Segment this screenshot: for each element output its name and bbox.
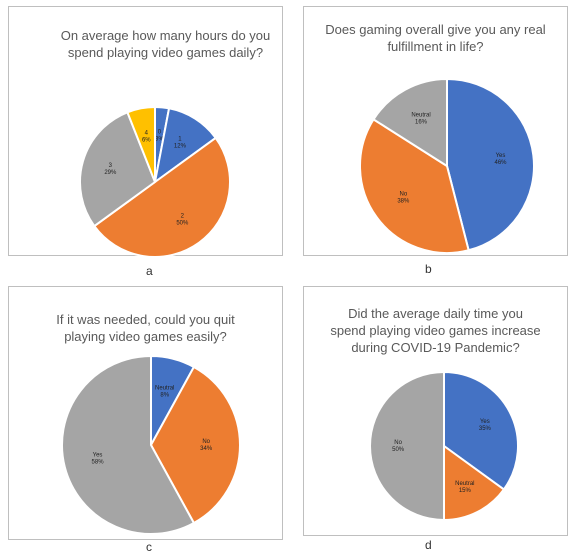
slice-label: Yes 46% [495,153,508,166]
slice-label: Neutral 16% [411,113,430,126]
panel-caption-d: d [425,538,432,552]
pie-slice-neutral [443,444,506,522]
pie-slice-no [359,118,470,254]
chart-title: Did the average daily time you spend pla… [330,306,541,355]
slice-label: Yes 58% [92,453,105,466]
slice-label: No 38% [397,192,410,205]
pie-slice-yes [61,354,196,535]
chart-panel-d: Did the average daily time you spend pla… [303,286,568,536]
panel-caption-b: b [425,262,432,276]
panel-caption-a: a [146,264,153,278]
pie-chart: Yes 35% Neutral 15% No 50% [369,370,519,522]
pie-slice-no [369,370,445,522]
slice-label: 1 12% [174,137,187,150]
pie-slice-2 [92,136,231,257]
slice-label: 2 50% [176,214,189,227]
slice-label: 3 29% [104,163,117,176]
pie-slice-3 [79,110,157,228]
slice-label: 0 3% [155,130,164,143]
chart-panel-a: On average how many hours do you spend p… [8,6,283,257]
chart-title: Does gaming overall give you any real fu… [325,22,546,54]
pie-slice-neutral [372,77,448,168]
chart-title: If it was needed, could you quit playing… [56,312,235,344]
chart-title: On average how many hours do you spend p… [60,28,271,60]
chart-panel-b: Does gaming overall give you any real fu… [303,6,568,256]
pie-chart: Neutral 8% No 34% Yes 58% [61,354,241,535]
slice-label: No 34% [200,439,213,452]
pie-chart: 0 3% 1 12% 2 50% 3 29% 4 6% [79,105,231,257]
pie-slice-4 [126,105,156,183]
chart-panel-c: If it was needed, could you quit playing… [8,286,283,540]
pie-chart: Yes 46% No 38% Neutral 16% [359,77,535,254]
panel-caption-c: c [146,540,152,554]
slice-label: Neutral 8% [155,386,174,399]
slice-label: Yes 35% [479,419,492,432]
pie-slice-yes [443,370,519,491]
slice-label: Neutral 15% [455,481,474,494]
slice-label: No 50% [392,440,405,453]
pie-slice-yes [446,77,535,252]
slice-label: 4 6% [142,130,151,143]
